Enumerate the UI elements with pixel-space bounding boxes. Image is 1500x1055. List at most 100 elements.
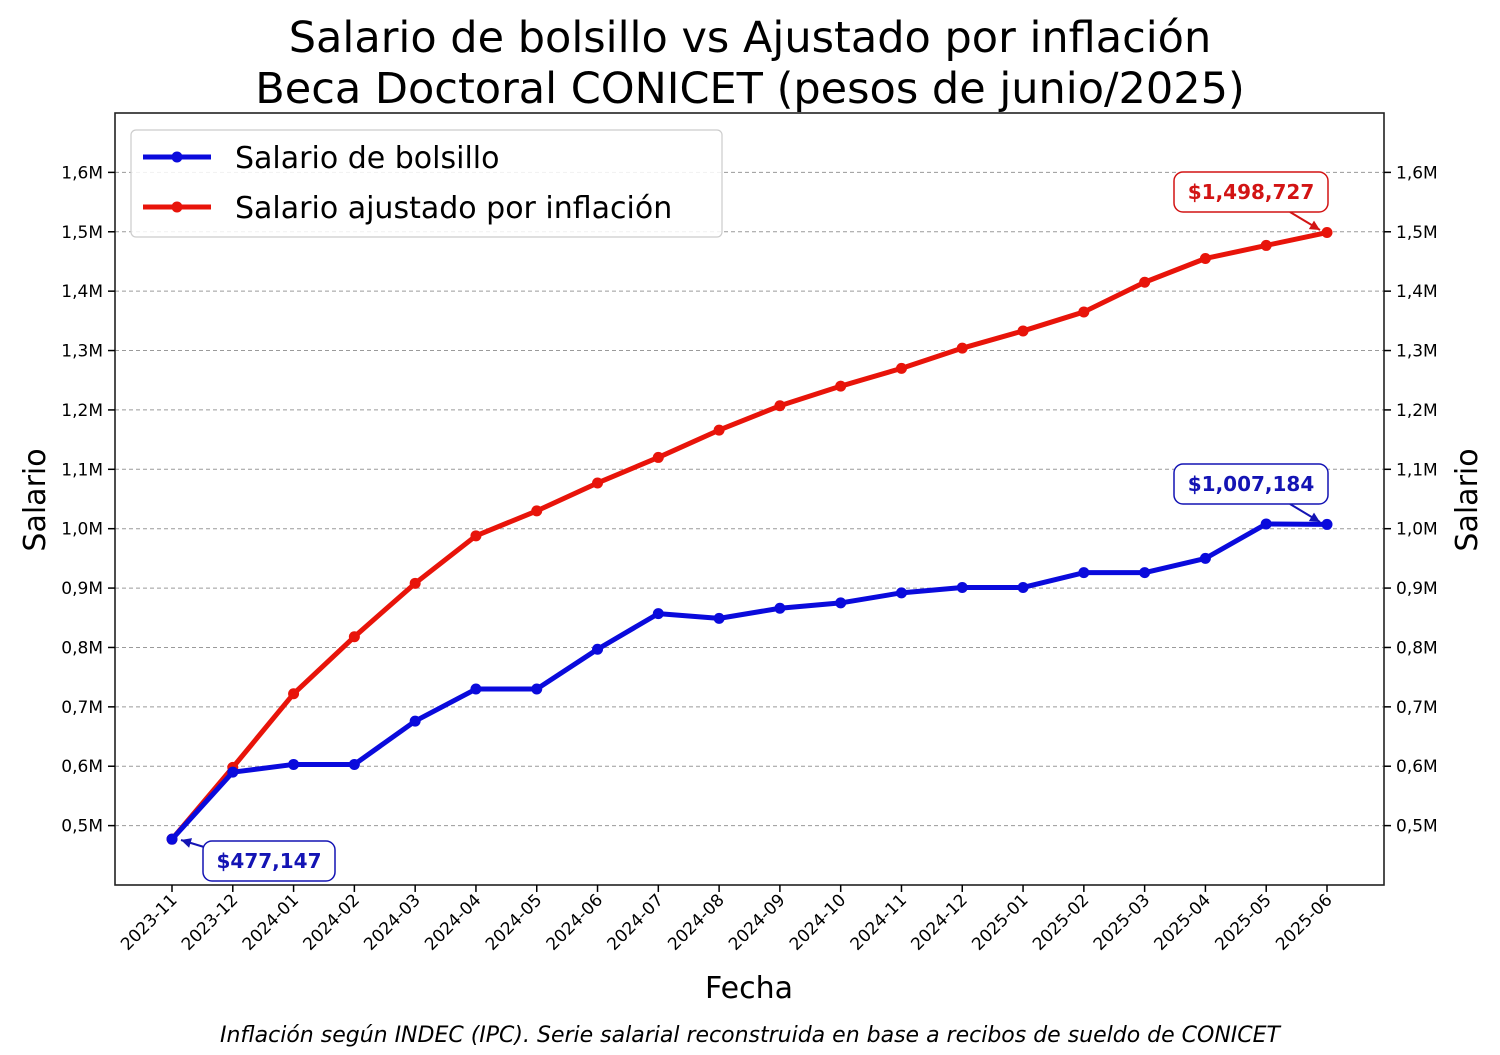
- value-annotation: $477,147: [180, 838, 336, 882]
- y-tick-label-left: 0,6M: [61, 757, 103, 777]
- y-tick-label-right: 1,6M: [1396, 163, 1438, 183]
- data-point: [1260, 239, 1272, 251]
- data-point: [348, 631, 360, 643]
- x-tick-label: 2024-01: [239, 890, 303, 954]
- value-annotation: $1,498,727: [1173, 171, 1329, 231]
- y-axis-label-right: Salario: [1450, 448, 1485, 551]
- y-tick-label-left: 1,6M: [61, 163, 103, 183]
- legend: Salario de bolsillo Salario ajustado por …: [130, 129, 723, 238]
- x-tick-label: 2024-10: [786, 890, 850, 954]
- x-tick-label: 2024-06: [543, 890, 607, 954]
- x-tick-label: 2024-02: [300, 890, 364, 954]
- data-point: [1199, 252, 1211, 264]
- data-point: [227, 766, 239, 778]
- data-point: [774, 400, 786, 412]
- annotation-box: [1173, 171, 1329, 213]
- y-tick-label-right: 0,5M: [1396, 817, 1438, 837]
- data-point: [288, 758, 300, 770]
- data-point: [1139, 276, 1151, 288]
- y-tick-label-left: 1,0M: [61, 520, 103, 540]
- x-tick-label: 2024-09: [725, 890, 789, 954]
- data-point: [1078, 567, 1090, 579]
- y-tick-label-left: 1,2M: [61, 401, 103, 421]
- data-point: [713, 424, 725, 436]
- data-point: [409, 577, 421, 589]
- x-tick-label: 2025-01: [968, 890, 1032, 954]
- x-tick-label: 2025-05: [1211, 890, 1275, 954]
- x-tick-label: 2023-12: [178, 890, 242, 954]
- y-tick-label-right: 0,6M: [1396, 757, 1438, 777]
- annotation-label: $477,147: [216, 849, 321, 873]
- annotation-arrowhead: [1308, 512, 1320, 522]
- legend-label: Salario ajustado por inflación: [235, 191, 672, 226]
- x-tick-label: 2024-03: [360, 890, 424, 954]
- chart-title-line2: Beca Doctoral CONICET (pesos de junio/20…: [255, 64, 1245, 114]
- x-axis-label: Fecha: [705, 971, 793, 1006]
- y-tick-label-left: 0,7M: [61, 698, 103, 718]
- chart-title-line1: Salario de bolsillo vs Ajustado por infl…: [288, 13, 1212, 63]
- data-point: [1199, 552, 1211, 564]
- x-tick-label: 2025-03: [1090, 890, 1154, 954]
- y-tick-label-right: 1,3M: [1396, 342, 1438, 362]
- y-tick-label-left: 1,4M: [61, 282, 103, 302]
- x-tick-label: 2023-11: [117, 890, 181, 954]
- x-tick-label: 2025-06: [1272, 890, 1336, 954]
- data-point: [895, 362, 907, 374]
- x-tick-label: 2024-04: [421, 890, 485, 954]
- data-point: [592, 477, 604, 489]
- legend-box: [130, 129, 723, 238]
- data-point: [652, 451, 664, 463]
- y-tick-label-left: 1,5M: [61, 223, 103, 243]
- legend-label: Salario de bolsillo: [235, 141, 499, 176]
- data-point: [895, 587, 907, 599]
- data-point: [531, 683, 543, 695]
- y-tick-label-right: 1,1M: [1396, 460, 1438, 480]
- x-tick-label: 2024-07: [603, 890, 667, 954]
- data-point: [956, 342, 968, 354]
- y-tick-label-right: 0,9M: [1396, 579, 1438, 599]
- y-tick-label-right: 1,0M: [1396, 520, 1438, 540]
- plot-frame: [114, 112, 1385, 886]
- x-tick-label: 2025-04: [1151, 890, 1215, 954]
- annotation-arrowhead: [1308, 220, 1320, 230]
- plot-border: [114, 112, 1385, 886]
- y-tick-label-right: 0,7M: [1396, 698, 1438, 718]
- legend-swatch-marker: [171, 151, 183, 163]
- y-tick-label-right: 1,5M: [1396, 223, 1438, 243]
- data-point: [774, 602, 786, 614]
- data-point: [1321, 227, 1333, 239]
- data-point: [592, 643, 604, 655]
- data-point: [956, 581, 968, 593]
- value-annotation: $1,007,184: [1173, 463, 1329, 523]
- data-point: [531, 505, 543, 517]
- series-lines: [166, 227, 1333, 845]
- data-point: [835, 380, 847, 392]
- y-tick-label-left: 1,3M: [61, 342, 103, 362]
- data-point: [1139, 567, 1151, 579]
- data-point: [1078, 306, 1090, 318]
- x-tick-label: 2024-08: [664, 890, 728, 954]
- legend-swatch-marker: [171, 201, 183, 213]
- data-point: [409, 715, 421, 727]
- x-tick-label: 2024-12: [907, 890, 971, 954]
- annotation-label: $1,498,727: [1188, 180, 1315, 204]
- annotation-label: $1,007,184: [1188, 472, 1315, 496]
- x-tick-label: 2024-11: [847, 890, 911, 954]
- data-point: [348, 758, 360, 770]
- annotation-box: [202, 840, 336, 882]
- y-tick-label-left: 1,1M: [61, 460, 103, 480]
- annotations: $477,147 $1,007,184 $1,498,727: [180, 171, 1329, 882]
- data-point: [1017, 581, 1029, 593]
- data-point: [166, 833, 178, 845]
- data-point: [1321, 518, 1333, 530]
- data-point: [652, 608, 664, 620]
- series-line: [169, 521, 1330, 842]
- y-tick-label-left: 0,5M: [61, 817, 103, 837]
- data-point: [713, 612, 725, 624]
- x-tick-label: 2024-05: [482, 890, 546, 954]
- y-tick-label-right: 1,2M: [1396, 401, 1438, 421]
- data-point: [288, 688, 300, 700]
- x-tick-label: 2025-02: [1029, 890, 1093, 954]
- data-point: [470, 683, 482, 695]
